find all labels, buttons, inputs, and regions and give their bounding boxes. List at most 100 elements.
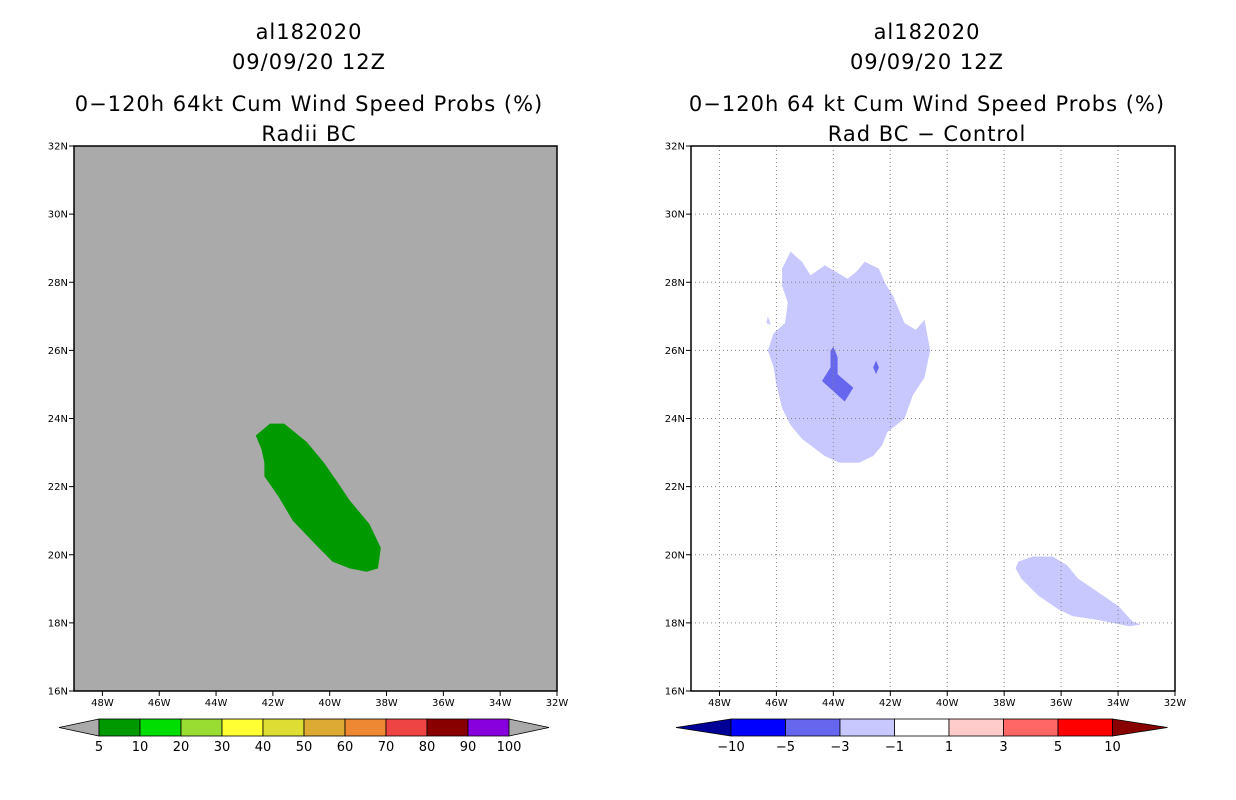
prob-5-10-area: [255, 423, 381, 572]
lat-label: 22N: [48, 482, 68, 493]
colorbar-segment: [894, 718, 950, 737]
lon-label: 42W: [879, 698, 902, 709]
colorbar-segment: [730, 718, 786, 737]
diff-minus1-to-minus3-island: [766, 316, 771, 325]
colorbar-segment: [467, 718, 510, 737]
lon-label: 34W: [489, 698, 512, 709]
lat-label: 30N: [48, 210, 68, 221]
colorbar-label: 10: [1104, 740, 1121, 755]
colorbar-label: 20: [173, 740, 190, 755]
left-map-panel: 16N 18N 20N 22N 24N 26N 28N 30N 32N 48W 46W 44W 42W 4…: [48, 142, 569, 710]
colorbar-label: 5: [1054, 740, 1062, 755]
lat-label: 20N: [48, 550, 68, 561]
left-title-date: 09/09/20 12Z: [231, 50, 387, 74]
colorbar-segment: [303, 718, 346, 737]
right-map-panel: 16N 18N 20N 22N 24N 26N 28N 30N 32N 48W 46W 44W 42W 4…: [665, 142, 1187, 710]
colorbar-label: 30: [214, 740, 231, 755]
left-title-storm-id: al182020: [255, 20, 363, 44]
colorbar-label: −3: [830, 740, 849, 755]
lon-label: 36W: [432, 698, 455, 709]
colorbar-label: 50: [296, 740, 313, 755]
right-title: al182020 09/09/20 12Z 0−120h 64 kt Cum W…: [627, 17, 1227, 149]
colorbar-label: −10: [717, 740, 744, 755]
lat-label: 16N: [665, 687, 685, 698]
lat-label: 32N: [665, 142, 685, 153]
colorbar-segment: [426, 718, 469, 737]
colorbar-label: 5: [95, 740, 103, 755]
lon-label: 42W: [262, 698, 285, 709]
lon-label: 44W: [822, 698, 845, 709]
diff-minus3-to-minus5-spot: [873, 360, 879, 375]
colorbar-segment: [98, 718, 141, 737]
right-title-storm-id: al182020: [873, 20, 981, 44]
colorbar-segment: [344, 718, 387, 737]
colorbar-high-arrow: [508, 718, 550, 737]
lat-label: 22N: [665, 482, 685, 493]
diff-minus3-to-minus5-core: [822, 347, 854, 402]
colorbar-segment: [180, 718, 223, 737]
colorbar-label: 1: [945, 740, 953, 755]
colorbar-low-arrow: [58, 718, 100, 737]
lat-label: 26N: [48, 346, 68, 357]
lat-label: 18N: [665, 618, 685, 629]
lon-label: 44W: [205, 698, 228, 709]
colorbar-label: 40: [255, 740, 272, 755]
colorbar-label: 60: [337, 740, 354, 755]
lat-label: 26N: [665, 346, 685, 357]
colorbar-label: −5: [776, 740, 795, 755]
lon-label: 38W: [993, 698, 1016, 709]
lat-label: 32N: [48, 142, 68, 153]
colorbar-segment: [1057, 718, 1113, 737]
colorbar-segment: [839, 718, 895, 737]
colorbar-segment: [1003, 718, 1059, 737]
colorbar-segment: [221, 718, 264, 737]
left-colorbar: 5 10 20 30 40 50 60 70 80 90 100: [58, 718, 550, 755]
lat-label: 20N: [665, 550, 685, 561]
diff-minus1-to-minus3-north: [767, 251, 931, 463]
colorbar-high-arrow: [1112, 718, 1168, 737]
colorbar-label: 3: [999, 740, 1007, 755]
lon-label: 32W: [546, 698, 569, 709]
colorbar-label: −1: [885, 740, 904, 755]
lon-label: 46W: [148, 698, 171, 709]
lon-label: 36W: [1050, 698, 1073, 709]
right-title-date: 09/09/20 12Z: [849, 50, 1005, 74]
colorbar-label: 80: [419, 740, 436, 755]
colorbar-segment: [385, 718, 428, 737]
lon-label: 40W: [318, 698, 341, 709]
left-title: al182020 09/09/20 12Z 0−120h 64kt Cum Wi…: [9, 17, 609, 149]
lat-label: 28N: [48, 278, 68, 289]
lat-label: 24N: [48, 414, 68, 425]
right-title-product: 0−120h 64 kt Cum Wind Speed Probs (%): [688, 92, 1166, 116]
map-frame: [73, 145, 558, 692]
lat-label: 28N: [665, 278, 685, 289]
diff-minus1-to-minus3-south: [1015, 556, 1141, 627]
colorbar-label: 100: [497, 740, 522, 755]
colorbar-segment: [948, 718, 1004, 737]
lat-label: 24N: [665, 414, 685, 425]
left-title-product: 0−120h 64kt Cum Wind Speed Probs (%): [74, 92, 544, 116]
colorbar-segment: [262, 718, 305, 737]
lon-label: 46W: [765, 698, 788, 709]
lat-label: 16N: [48, 687, 68, 698]
lon-label: 34W: [1107, 698, 1130, 709]
colorbar-segment: [139, 718, 182, 737]
lon-label: 48W: [91, 698, 114, 709]
map-background: [74, 146, 557, 691]
colorbar-label: 10: [132, 740, 149, 755]
lon-label: 38W: [375, 698, 398, 709]
lon-label: 48W: [708, 698, 731, 709]
lat-label: 30N: [665, 210, 685, 221]
lon-label: 40W: [936, 698, 959, 709]
right-title-subtitle: Rad BC − Control: [827, 122, 1027, 146]
colorbar-label: 70: [378, 740, 395, 755]
colorbar-segment: [785, 718, 841, 737]
left-title-subtitle: Radii BC: [261, 122, 357, 146]
colorbar-label: 90: [460, 740, 477, 755]
lon-label: 32W: [1164, 698, 1187, 709]
right-colorbar: −10 −5 −3 −1 1 3 5 10: [675, 718, 1168, 755]
colorbar-low-arrow: [675, 718, 732, 737]
map-frame: [690, 145, 1176, 692]
lat-label: 18N: [48, 618, 68, 629]
